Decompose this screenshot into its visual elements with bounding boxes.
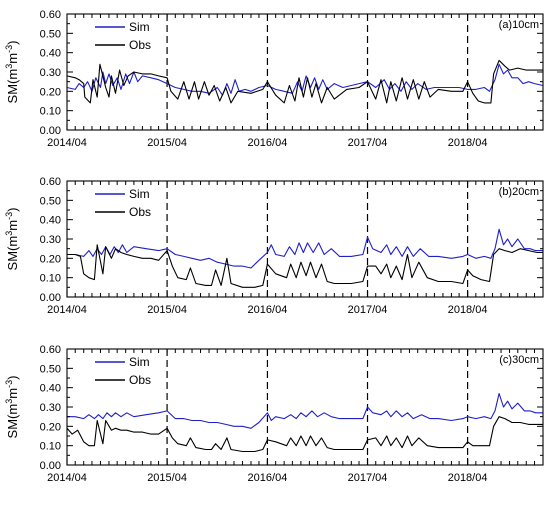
yaxis-title-part-2-2: m	[5, 388, 20, 399]
yaxis-title-part-2-4: )	[5, 376, 20, 380]
ytick-label-1-1: 0.10	[40, 273, 61, 285]
ytick-label-2-2: 0.20	[40, 421, 61, 433]
yaxis-title-part-0-2: m	[5, 53, 20, 64]
yaxis-title-part-1-2: m	[5, 220, 20, 231]
yaxis-title-0: SM(m3m-3)	[4, 41, 20, 104]
xtick-label-2-0: 2014/04	[47, 472, 87, 484]
series-line-sim-2	[67, 392, 543, 429]
ytick-label-2-1: 0.10	[40, 441, 61, 453]
xtick-label-0-3: 2017/04	[348, 137, 388, 149]
legend-label-obs-1: Obs	[129, 205, 151, 219]
ytick-label-1-0: 0.00	[40, 292, 61, 304]
legend-label-sim-2: Sim	[129, 355, 150, 369]
legend-label-obs-2: Obs	[129, 373, 151, 387]
yaxis-title-part-2-0: SM(m	[5, 404, 20, 439]
yaxis-title-part-1-3: -3	[4, 212, 14, 220]
xtick-label-1-0: 2014/04	[47, 304, 87, 316]
xtick-label-1-1: 2015/04	[147, 304, 187, 316]
ytick-label-2-5: 0.50	[40, 363, 61, 375]
yaxis-title-2: SM(m3m-3)	[4, 376, 20, 439]
ytick-label-0-1: 0.10	[40, 106, 61, 118]
xtick-label-1-4: 2018/04	[448, 304, 488, 316]
xtick-label-0-0: 2014/04	[47, 137, 87, 149]
panel-1: 0.00 0.10 0.20 0.30 0.40 0.50 0.60 2014/04 2015/…	[4, 176, 544, 316]
ytick-label-1-3: 0.30	[40, 234, 61, 246]
panel-label-2: (c)30cm	[499, 354, 539, 366]
ytick-label-0-5: 0.50	[40, 28, 61, 40]
xtick-label-0-1: 2015/04	[147, 137, 187, 149]
legend-label-sim-0: Sim	[129, 20, 150, 34]
ytick-label-2-3: 0.30	[40, 402, 61, 414]
panel-2: 0.00 0.10 0.20 0.30 0.40 0.50 0.60 2014/04 2015/…	[4, 344, 544, 484]
yaxis-title-part-0-4: )	[5, 41, 20, 45]
ytick-label-1-2: 0.20	[40, 253, 61, 265]
series-line-sim-1	[67, 228, 543, 269]
series-line-sim-0	[66, 63, 544, 96]
yaxis-title-part-1-0: SM(m	[5, 236, 20, 271]
xtick-label-1-2: 2016/04	[248, 304, 288, 316]
xtick-label-1-3: 2017/04	[348, 304, 388, 316]
xtick-label-2-3: 2017/04	[348, 472, 388, 484]
ytick-label-0-6: 0.60	[40, 9, 61, 21]
xtick-label-0-2: 2016/04	[248, 137, 288, 149]
series-line-obs-2	[66, 416, 543, 453]
yaxis-title-part-2-1: 3	[4, 399, 14, 404]
series-line-obs-0	[66, 59, 543, 104]
ytick-label-1-4: 0.40	[40, 215, 61, 227]
series-line-obs-1	[67, 244, 543, 288]
panel-label-1: (b)20cm	[499, 186, 539, 198]
xtick-label-2-2: 2016/04	[248, 472, 288, 484]
ytick-label-0-4: 0.40	[40, 48, 61, 60]
panel-label-0: (a)10cm	[499, 19, 539, 31]
yaxis-title-part-1-4: )	[5, 208, 20, 212]
ytick-label-1-6: 0.60	[40, 176, 61, 188]
xtick-label-2-1: 2015/04	[147, 472, 187, 484]
panel-0: 0.00 0.10 0.20 0.30 0.40 0.50 0.60 2014/04 2015/…	[4, 9, 544, 149]
xtick-label-2-4: 2018/04	[448, 472, 488, 484]
yaxis-title-1: SM(m3m-3)	[4, 208, 20, 271]
ytick-label-2-6: 0.60	[40, 344, 61, 356]
ytick-label-1-5: 0.50	[40, 195, 61, 207]
ytick-label-2-0: 0.00	[40, 460, 61, 472]
legend-label-sim-1: Sim	[129, 187, 150, 201]
yaxis-title-part-0-0: SM(m	[5, 69, 20, 104]
yaxis-title-part-0-3: -3	[4, 45, 14, 53]
ytick-label-0-2: 0.20	[40, 86, 61, 98]
yaxis-title-part-2-3: -3	[4, 380, 14, 388]
yaxis-title-part-0-1: 3	[4, 64, 14, 69]
xtick-label-0-4: 2018/04	[448, 137, 488, 149]
ytick-label-0-3: 0.30	[40, 67, 61, 79]
yaxis-title-part-1-1: 3	[4, 231, 14, 236]
legend-label-obs-0: Obs	[129, 38, 151, 52]
ytick-label-0-0: 0.00	[40, 125, 61, 137]
ytick-label-2-4: 0.40	[40, 383, 61, 395]
